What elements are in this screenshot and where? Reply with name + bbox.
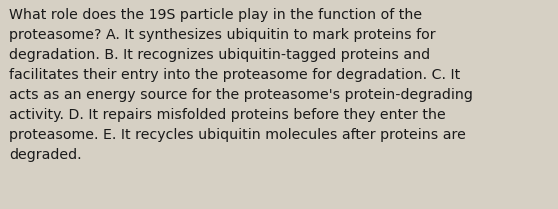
Text: What role does the 19S particle play in the function of the
proteasome? A. It sy: What role does the 19S particle play in … (9, 8, 473, 162)
